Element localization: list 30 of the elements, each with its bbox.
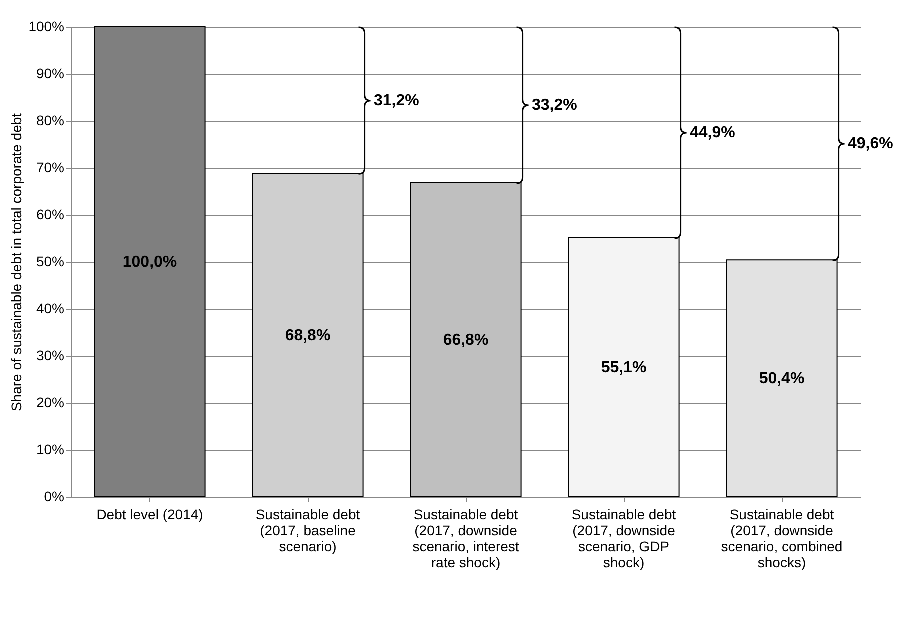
annotation: 49,6% (848, 136, 894, 153)
y-tick-label: 50% (36, 254, 64, 270)
y-tick-label: 20% (36, 394, 64, 410)
y-tick-label: 100% (28, 18, 64, 34)
data-label: 50,4% (759, 370, 805, 388)
y-tick-label: 0% (44, 488, 64, 504)
x-tick-label: Sustainable debt (2017, downside scenario, combined shocks) (721, 506, 843, 570)
x-tick-label: Sustainable debt (2017, downside scenario, interest rate shock) (412, 506, 520, 570)
y-tick-label: 60% (36, 206, 64, 222)
x-tick-label: Sustainable debt (2017, baseline scenario) (256, 506, 360, 554)
x-tick-label: Sustainable debt (2017, downside scenario, GDP shock) (572, 506, 676, 570)
y-tick-label: 40% (36, 300, 64, 316)
y-axis-title: Share of sustainable debt in total corporate debt (8, 113, 25, 412)
y-tick-label: 80% (36, 112, 64, 128)
data-label: 66,8% (443, 332, 489, 350)
data-label: 68,8% (285, 327, 331, 344)
y-tick-label: 10% (36, 442, 64, 458)
bar (568, 238, 680, 498)
y-tick-label: 70% (36, 160, 64, 176)
y-tick-label: 90% (36, 66, 64, 82)
bar (726, 260, 838, 498)
bar (252, 173, 364, 498)
data-label: 55,1% (601, 360, 647, 377)
annotation: 33,2% (532, 97, 578, 114)
y-tick-label: 30% (36, 348, 64, 364)
x-tick-label: Debt level (2014) (96, 506, 204, 522)
annotation: 44,9% (690, 124, 736, 142)
annotation: 31,2% (374, 92, 420, 110)
data-label: 100,0% (122, 254, 178, 271)
bar (410, 182, 522, 498)
